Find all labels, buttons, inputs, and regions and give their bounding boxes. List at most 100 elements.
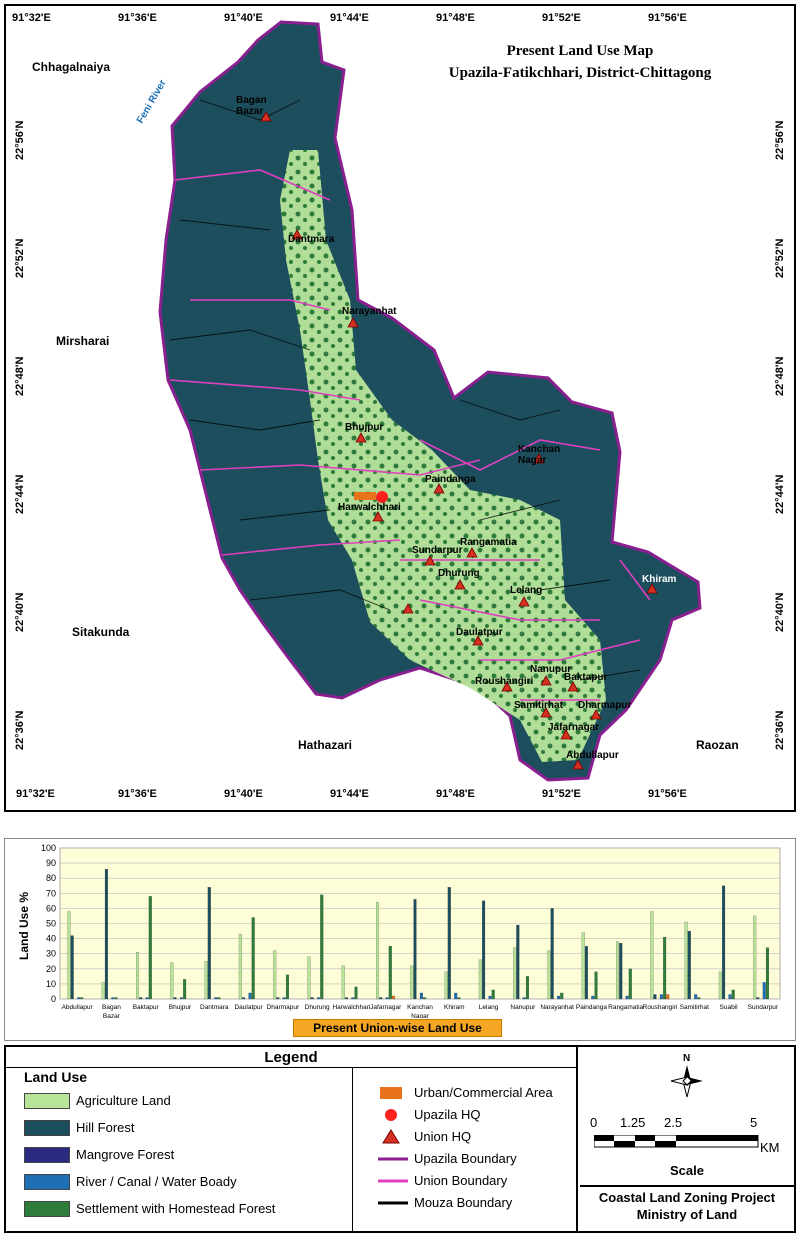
y-tick-label: 0	[51, 994, 56, 1004]
upazila-hq-marker	[376, 491, 388, 503]
bar	[251, 917, 255, 1000]
union-label: Harwalchhari	[338, 502, 401, 513]
bar	[248, 992, 252, 1000]
bar	[457, 997, 461, 1000]
bar	[242, 997, 246, 1000]
x-tick-label: Dhurung	[305, 1004, 330, 1011]
legend-symbol-icon	[378, 1173, 408, 1189]
bar	[581, 932, 585, 1000]
y-tick-label: 30	[46, 949, 56, 959]
bar	[67, 911, 71, 1000]
union-label: Nanupur	[530, 664, 572, 675]
bar	[619, 943, 623, 1000]
bar	[307, 956, 311, 1000]
bar	[101, 982, 105, 1000]
legend-divider	[6, 1067, 578, 1068]
bar	[653, 994, 657, 1000]
bar	[217, 997, 221, 1000]
legend-symbol-icon	[378, 1129, 408, 1145]
legend-swatch	[24, 1093, 70, 1109]
x-tick-label: Dharmapur	[267, 1004, 300, 1011]
bar	[557, 995, 561, 1000]
bar	[310, 997, 314, 1000]
x-tick-label: Roushangiri	[643, 1004, 678, 1011]
bar	[753, 915, 757, 1000]
x-tick-label: Bhujpur	[169, 1004, 192, 1011]
bar	[238, 933, 242, 1000]
y-axis-label: Land Use %	[17, 892, 31, 960]
union-label: Dhurung	[438, 568, 480, 579]
north-label: N	[683, 1053, 691, 1064]
land-use-heading: Land Use	[24, 1069, 88, 1085]
legend-symbol-icon	[378, 1107, 408, 1123]
bar	[344, 997, 348, 1000]
bar	[522, 997, 526, 1000]
lon-label: 91°56'E	[648, 12, 687, 24]
bar	[285, 974, 289, 1000]
union-label: Sundarpur	[412, 545, 463, 556]
union-label: Khiram	[642, 574, 677, 585]
bar	[560, 992, 564, 1000]
bar	[525, 976, 529, 1000]
bar	[379, 997, 383, 1000]
bar	[207, 887, 211, 1000]
x-tick-label: Harwalchhari	[332, 1004, 370, 1011]
bar	[447, 887, 451, 1000]
urban-area	[354, 492, 376, 500]
union-label: Dharmapur	[578, 700, 632, 711]
scale-label: Scale	[670, 1163, 704, 1178]
bar	[139, 997, 143, 1000]
y-tick-label: 90	[46, 858, 56, 868]
bar	[765, 947, 769, 1000]
legend-label: Upazila Boundary	[414, 1151, 517, 1166]
scale-unit: KM	[760, 1140, 780, 1155]
bar	[513, 947, 517, 1000]
legend-symbol-icon	[378, 1151, 408, 1167]
bar	[756, 997, 760, 1000]
bar	[684, 921, 688, 1000]
chart-caption: Present Union-wise Land Use	[293, 1019, 502, 1037]
bar	[179, 997, 183, 1000]
legend-swatch	[24, 1201, 70, 1217]
scale-box: N 0 1.25 2.5 5 KM Scale	[580, 1047, 794, 1185]
bar	[584, 946, 588, 1000]
y-tick-label: 80	[46, 873, 56, 883]
bar	[547, 950, 551, 1000]
legend-label: Mouza Boundary	[414, 1195, 513, 1210]
bar	[80, 997, 84, 1000]
credits: Coastal Land Zoning Project Ministry of …	[580, 1189, 794, 1223]
bar	[376, 902, 380, 1000]
union-label: Lelang	[510, 585, 543, 596]
lon-label: 91°48'E	[436, 12, 475, 24]
legend-label: Urban/Commercial Area	[414, 1085, 553, 1100]
bar	[762, 982, 766, 1000]
bar	[173, 997, 177, 1000]
map-title-line2: Upazila-Fatikchhari, District-Chittagong	[448, 65, 712, 81]
bar	[70, 935, 74, 1000]
lon-label: 91°44'E	[330, 12, 369, 24]
legend-swatch	[24, 1120, 70, 1136]
bar	[214, 997, 218, 1000]
x-tick-label: Paindanga	[576, 1004, 607, 1011]
union-label: Baktapur	[564, 672, 608, 683]
union-label: Bhujpur	[345, 422, 384, 433]
bar	[282, 997, 286, 1000]
lon-label: 91°32'E	[12, 12, 51, 24]
lon-label: 91°32'E	[16, 788, 55, 800]
bar	[628, 968, 632, 1000]
union-label: Rangamatia	[460, 537, 517, 548]
union-label: Paindanga	[425, 474, 476, 485]
x-tick-label: Dantmara	[200, 1004, 229, 1011]
x-tick-label: Samitirhat	[680, 1004, 709, 1011]
bar	[722, 885, 726, 1000]
bar	[454, 992, 458, 1000]
legend-label: Union HQ	[414, 1129, 472, 1144]
mouza-boundaries	[169, 99, 641, 681]
scale-bar	[594, 1135, 759, 1148]
scale-tick-0: 0	[590, 1115, 598, 1130]
legend-label: Mangrove Forest	[76, 1147, 175, 1162]
y-tick-label: 40	[46, 934, 56, 944]
legend-frame	[4, 1045, 796, 1233]
lon-label: 91°48'E	[436, 788, 475, 800]
bar	[697, 997, 701, 1000]
